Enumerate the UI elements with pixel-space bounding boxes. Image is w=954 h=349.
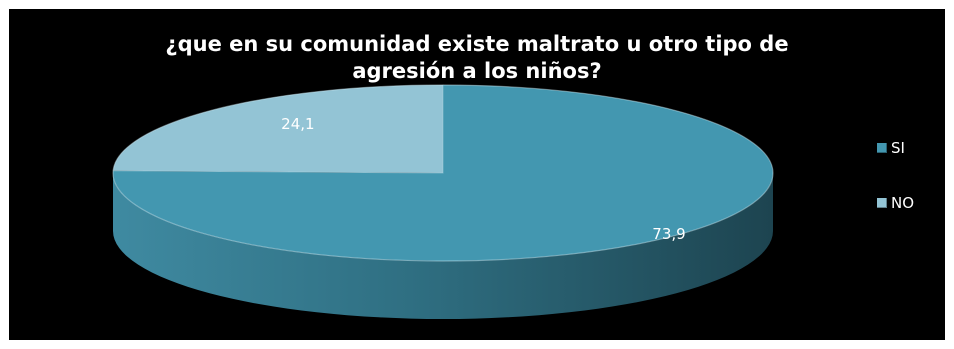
pie-chart: 73,9 24,1 <box>9 9 945 340</box>
data-label-no: 24,1 <box>281 115 314 133</box>
legend-swatch-si <box>877 143 887 153</box>
legend: SI NO <box>877 139 945 249</box>
legend-item-si: SI <box>877 139 945 157</box>
legend-item-no: NO <box>877 194 945 212</box>
legend-label-si: SI <box>891 139 905 157</box>
data-label-si: 73,9 <box>652 225 685 243</box>
chart-area: ¿que en su comunidad existe maltrato u o… <box>9 9 945 340</box>
legend-label-no: NO <box>891 194 914 212</box>
pie-slice-no <box>113 85 443 173</box>
legend-swatch-no <box>877 198 887 208</box>
